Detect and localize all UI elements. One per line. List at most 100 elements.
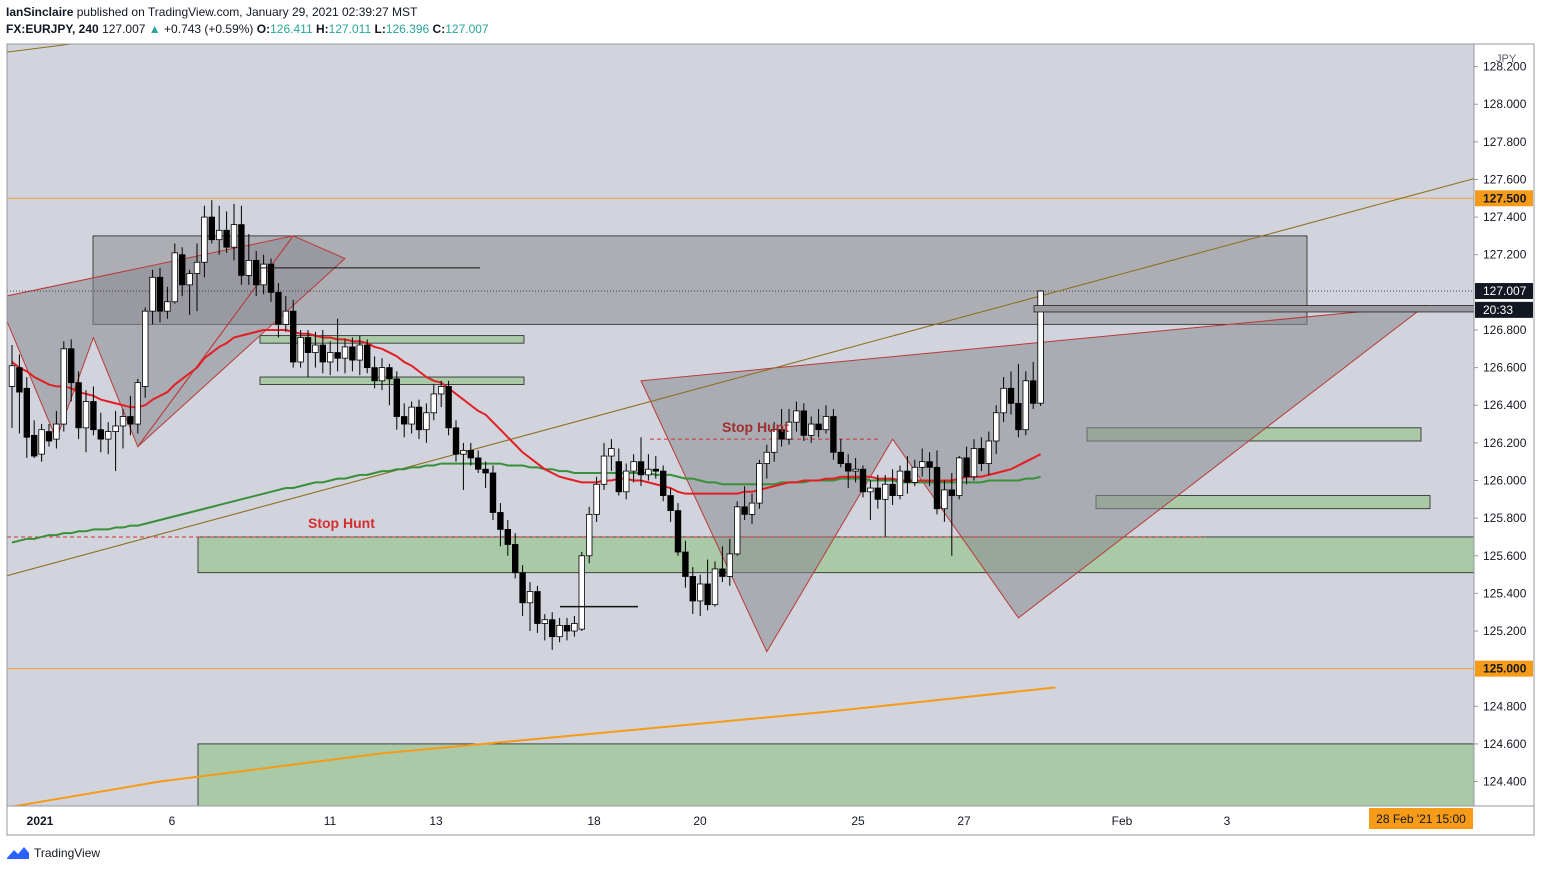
candle-11[interactable] [90, 386, 97, 436]
candle-119[interactable] [889, 469, 896, 505]
candle-97[interactable] [726, 538, 733, 586]
candle-84[interactable] [630, 454, 637, 483]
candle-52[interactable] [393, 371, 400, 430]
candle-80[interactable] [600, 442, 608, 490]
candle-85[interactable] [637, 437, 645, 487]
candle-102[interactable] [763, 444, 770, 479]
candle-15[interactable] [119, 409, 127, 449]
candle-5[interactable] [45, 424, 53, 447]
candle-58[interactable] [437, 380, 445, 408]
candle-22[interactable] [171, 243, 178, 304]
candle-72[interactable] [541, 614, 548, 641]
demand-zone-5[interactable] [259, 335, 525, 344]
ema-long-line[interactable] [0, 686, 1056, 811]
candle-118[interactable] [882, 474, 889, 537]
candle-30[interactable] [230, 203, 238, 261]
candle-46[interactable] [349, 337, 356, 372]
candle-6[interactable] [53, 410, 60, 449]
candle-26[interactable] [201, 205, 208, 278]
candle-98[interactable] [734, 501, 741, 556]
publisher-name[interactable]: IanSinclaire [6, 5, 74, 19]
candle-35[interactable] [267, 258, 275, 302]
candle-28[interactable] [215, 205, 223, 255]
candle-66[interactable] [497, 503, 504, 547]
candle-27[interactable] [208, 200, 215, 244]
candle-34[interactable] [260, 254, 267, 295]
candle-126[interactable] [941, 480, 948, 522]
candle-48[interactable] [363, 339, 371, 374]
candle-122[interactable] [911, 459, 918, 487]
candle-38[interactable] [289, 299, 297, 368]
candle-95[interactable] [711, 561, 719, 607]
candle-94[interactable] [704, 559, 711, 611]
symbol-name[interactable]: FX:EURJPY, 240 [6, 22, 99, 36]
harmonic-pattern-2[interactable] [137, 235, 346, 448]
candle-37[interactable] [282, 296, 289, 332]
candle-19[interactable] [149, 269, 156, 325]
marker-line-2[interactable] [1033, 305, 1474, 313]
candle-49[interactable] [371, 356, 378, 389]
candle-136[interactable] [1015, 363, 1022, 438]
candle-61[interactable] [460, 442, 467, 490]
candle-115[interactable] [859, 465, 867, 498]
candle-108[interactable] [808, 416, 815, 443]
candle-43[interactable] [326, 341, 334, 376]
candle-42[interactable] [319, 329, 326, 374]
candle-39[interactable] [297, 329, 304, 368]
candle-113[interactable] [845, 454, 852, 489]
candle-90[interactable] [674, 503, 682, 556]
candle-65[interactable] [489, 465, 497, 521]
candle-120[interactable] [896, 465, 904, 500]
candle-81[interactable] [608, 439, 615, 472]
candle-83[interactable] [623, 463, 630, 500]
candle-33[interactable] [252, 250, 260, 297]
candle-77[interactable] [578, 552, 585, 632]
candle-57[interactable] [430, 384, 437, 421]
candle-106[interactable] [793, 401, 800, 432]
candle-71[interactable] [534, 585, 541, 633]
candle-111[interactable] [830, 409, 837, 460]
demand-zone-2[interactable] [197, 743, 1474, 806]
candle-117[interactable] [874, 474, 881, 509]
candle-18[interactable] [141, 307, 149, 398]
candle-134[interactable] [1000, 377, 1007, 423]
candle-109[interactable] [815, 409, 822, 438]
candle-8[interactable] [68, 339, 75, 402]
candle-56[interactable] [423, 403, 430, 443]
candle-91[interactable] [682, 540, 689, 588]
candle-74[interactable] [556, 617, 563, 643]
candle-70[interactable] [526, 582, 534, 632]
candle-123[interactable] [919, 448, 926, 477]
candle-79[interactable] [593, 476, 600, 522]
candle-31[interactable] [238, 205, 245, 285]
candle-75[interactable] [563, 617, 571, 641]
candle-32[interactable] [245, 234, 252, 285]
candle-124[interactable] [926, 452, 933, 487]
candle-10[interactable] [82, 390, 90, 453]
candle-67[interactable] [504, 520, 511, 556]
candle-96[interactable] [719, 546, 726, 583]
candle-47[interactable] [356, 335, 363, 376]
candle-41[interactable] [312, 331, 319, 368]
candle-16[interactable] [127, 395, 134, 436]
candle-116[interactable] [867, 480, 874, 521]
candle-45[interactable] [341, 339, 349, 374]
candle-62[interactable] [467, 442, 474, 466]
candle-105[interactable] [785, 409, 793, 445]
candle-93[interactable] [697, 574, 704, 616]
candle-114[interactable] [852, 457, 859, 483]
candle-110[interactable] [822, 405, 830, 434]
candle-76[interactable] [571, 615, 578, 637]
candle-0[interactable] [8, 345, 16, 428]
candle-2[interactable] [23, 377, 30, 458]
candle-132[interactable] [985, 431, 992, 475]
candle-104[interactable] [778, 409, 785, 447]
candle-12[interactable] [97, 412, 104, 453]
candle-101[interactable] [756, 459, 763, 509]
candle-50[interactable] [378, 358, 386, 391]
candle-54[interactable] [408, 401, 415, 434]
candle-131[interactable] [978, 437, 985, 472]
candle-23[interactable] [178, 247, 186, 297]
candle-51[interactable] [386, 363, 393, 406]
candle-53[interactable] [400, 403, 408, 438]
